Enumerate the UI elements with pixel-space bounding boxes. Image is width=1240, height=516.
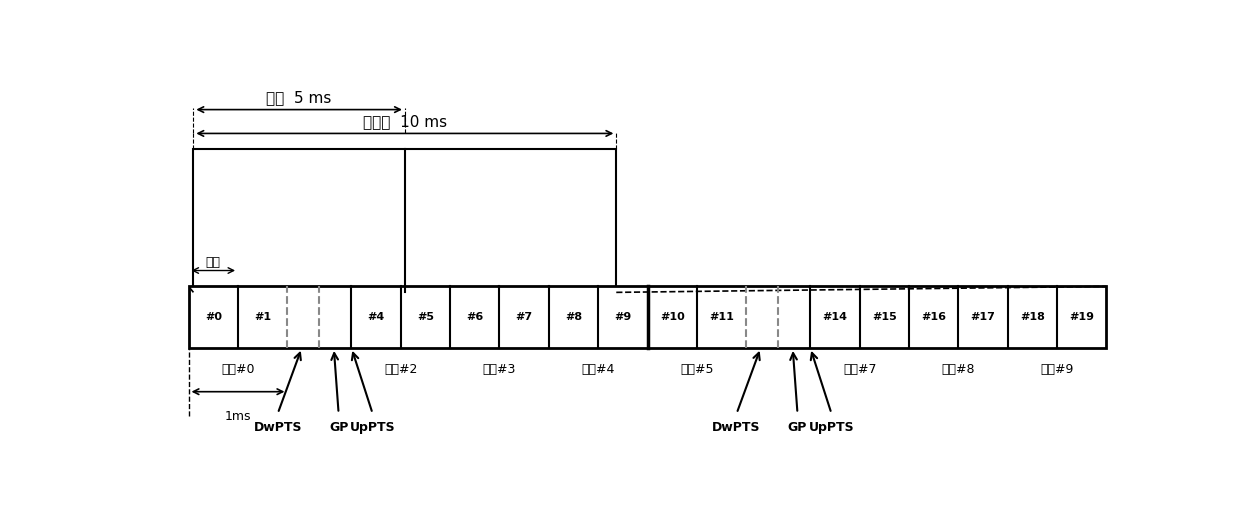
Bar <box>193 149 616 293</box>
Bar <box>188 286 1106 348</box>
Text: 子帧#0: 子帧#0 <box>221 363 254 376</box>
Text: #6: #6 <box>466 312 484 322</box>
Text: #17: #17 <box>971 312 996 322</box>
Text: DwPTS: DwPTS <box>712 422 761 434</box>
Text: 1ms: 1ms <box>224 410 252 423</box>
Text: #16: #16 <box>921 312 946 322</box>
Text: GP: GP <box>329 422 348 434</box>
Text: 子帧#5: 子帧#5 <box>680 363 713 376</box>
Text: #18: #18 <box>1021 312 1045 322</box>
Text: #11: #11 <box>709 312 734 322</box>
Text: #4: #4 <box>367 312 384 322</box>
Text: 子帧#8: 子帧#8 <box>941 363 975 376</box>
Text: GP: GP <box>787 422 807 434</box>
Text: #8: #8 <box>565 312 582 322</box>
Text: 子帧#3: 子帧#3 <box>482 363 516 376</box>
Text: #10: #10 <box>660 312 684 322</box>
Text: 子帧#7: 子帧#7 <box>843 363 877 376</box>
Text: 半帧  5 ms: 半帧 5 ms <box>267 91 332 106</box>
Text: #0: #0 <box>205 312 222 322</box>
Text: 无线帧  10 ms: 无线帧 10 ms <box>363 115 446 130</box>
Text: UpPTS: UpPTS <box>350 422 396 434</box>
Text: #14: #14 <box>822 312 847 322</box>
Text: UpPTS: UpPTS <box>808 422 854 434</box>
Text: #15: #15 <box>872 312 897 322</box>
Text: DwPTS: DwPTS <box>253 422 303 434</box>
Text: #9: #9 <box>614 312 631 322</box>
Text: #5: #5 <box>417 312 434 322</box>
Text: #19: #19 <box>1069 312 1094 322</box>
Text: #7: #7 <box>516 312 533 322</box>
Text: 子帧#9: 子帧#9 <box>1040 363 1074 376</box>
Text: 时隙: 时隙 <box>206 255 221 268</box>
Text: #1: #1 <box>254 312 272 322</box>
Text: 子帧#4: 子帧#4 <box>582 363 615 376</box>
Text: 子帧#2: 子帧#2 <box>384 363 418 376</box>
